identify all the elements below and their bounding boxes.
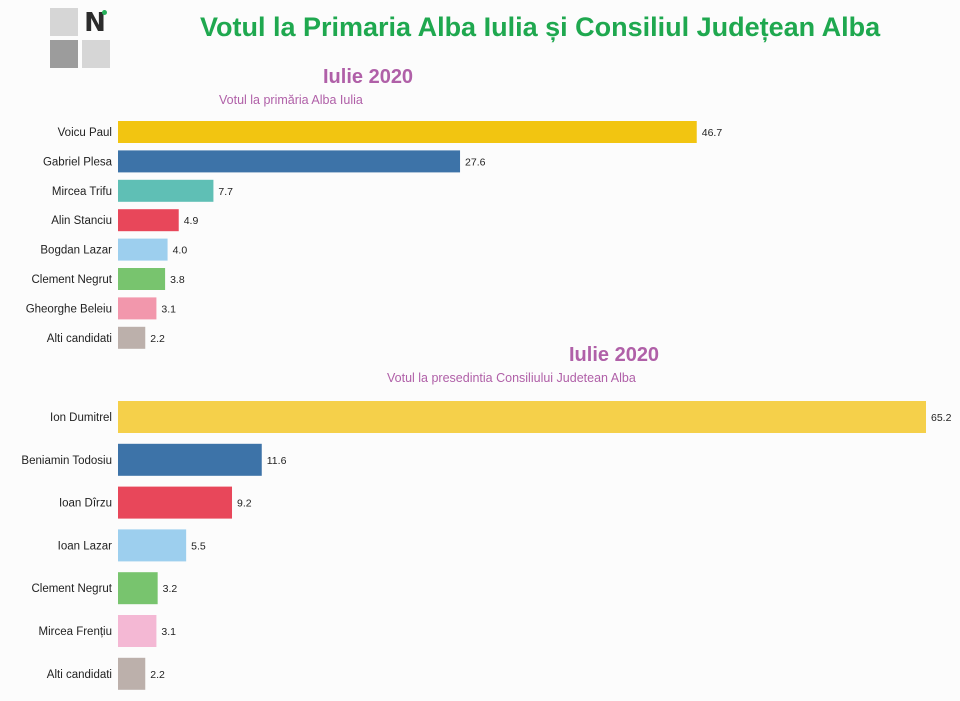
bar xyxy=(118,326,146,349)
bar xyxy=(118,268,166,290)
data-label: 65.2 xyxy=(931,412,952,424)
bar xyxy=(118,121,697,143)
data-label: 4.9 xyxy=(184,215,199,227)
category-label: Gabriel Plesa xyxy=(43,156,113,168)
chart-2-subtitle: Votul la presedintia Consiliului Judetea… xyxy=(387,371,636,385)
chart-2-title: Iulie 2020 xyxy=(569,344,660,366)
data-label: 27.6 xyxy=(465,156,486,168)
category-label: Mircea Frențiu xyxy=(39,626,113,638)
bar xyxy=(118,529,187,562)
logo-letter: N xyxy=(84,8,106,38)
category-label: Voicu Paul xyxy=(58,127,112,139)
category-label: Clement Negrut xyxy=(31,274,112,286)
data-label: 2.2 xyxy=(150,669,165,681)
category-label: Bogdan Lazar xyxy=(40,245,112,257)
data-label: 11.6 xyxy=(267,455,287,467)
bar xyxy=(118,572,158,605)
data-label: 9.2 xyxy=(237,498,252,510)
logo-square xyxy=(50,40,78,68)
bar xyxy=(118,179,214,202)
category-label: Alti candidati xyxy=(47,333,112,345)
category-label: Gheorghe Beleiu xyxy=(26,303,112,315)
data-label: 3.1 xyxy=(161,303,176,315)
bar xyxy=(118,209,179,232)
bar xyxy=(118,401,926,433)
data-label: 4.0 xyxy=(173,245,188,257)
data-label: 3.8 xyxy=(170,274,185,286)
data-label: 3.1 xyxy=(161,626,176,638)
brand-logo: N xyxy=(50,8,110,68)
logo-square xyxy=(50,8,78,36)
category-label: Ioan Lazar xyxy=(58,540,113,552)
chart-1-title: Iulie 2020 xyxy=(323,66,414,88)
logo-square xyxy=(82,40,110,68)
county-council-vote-chart: Ion Dumitrel 65.2 Beniamin Todosiu 11.6 Ioan… xyxy=(21,401,952,690)
category-label: Mircea Trifu xyxy=(52,186,112,198)
data-label: 46.7 xyxy=(702,127,723,139)
bar xyxy=(118,150,461,173)
bar xyxy=(118,615,157,647)
bar xyxy=(118,657,146,690)
bar xyxy=(118,297,157,320)
data-label: 2.2 xyxy=(150,333,165,345)
category-label: Ioan Dîrzu xyxy=(59,498,112,510)
chart-1-subtitle: Votul la primăria Alba Iulia xyxy=(219,93,363,107)
category-label: Ion Dumitrel xyxy=(50,412,112,424)
bar xyxy=(118,486,233,519)
category-label: Beniamin Todosiu xyxy=(21,455,112,467)
bar xyxy=(118,238,168,261)
bar xyxy=(118,443,262,476)
data-label: 5.5 xyxy=(191,540,206,552)
page-title: Votul la Primaria Alba Iulia și Consiliu… xyxy=(200,12,881,42)
data-label: 7.7 xyxy=(218,186,233,198)
mayor-vote-chart: Voicu Paul 46.7 Gabriel Plesa 27.6 Mircea Tr… xyxy=(26,121,723,349)
logo-dot xyxy=(102,10,107,15)
data-label: 3.2 xyxy=(163,583,178,595)
category-label: Clement Negrut xyxy=(31,583,112,595)
category-label: Alti candidati xyxy=(47,669,112,681)
category-label: Alin Stanciu xyxy=(51,215,112,227)
